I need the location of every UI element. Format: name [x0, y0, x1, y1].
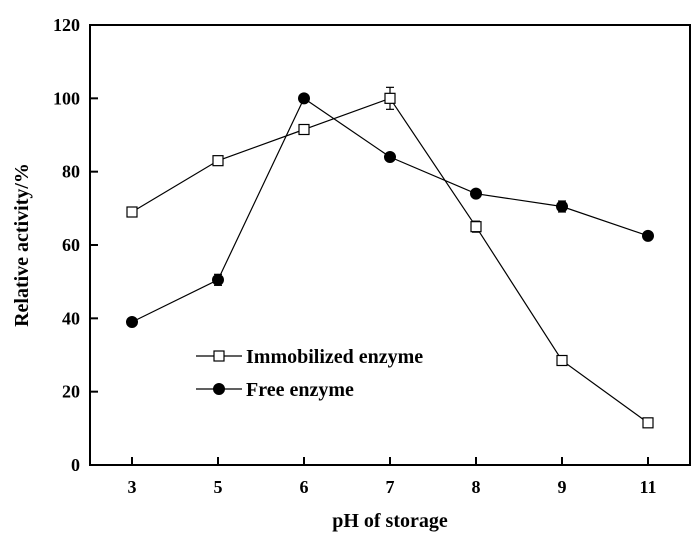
x-tick-label: 3: [128, 477, 137, 497]
data-point: [556, 354, 568, 367]
data-point: [212, 273, 224, 286]
y-tick-label: 100: [53, 88, 80, 108]
x-tick-label: 9: [558, 477, 567, 497]
y-tick-label: 0: [71, 455, 80, 475]
data-point: [470, 187, 482, 200]
series-line: [131, 97, 649, 323]
data-point: [384, 92, 396, 104]
legend-item: Immobilized enzyme: [196, 346, 423, 368]
series-line: [131, 97, 649, 424]
data-point: [642, 229, 654, 242]
data-point: [470, 221, 482, 233]
x-tick-label: 6: [300, 477, 309, 497]
data-point: [126, 206, 138, 218]
y-tick-label: 20: [62, 382, 80, 402]
data-point: [212, 155, 224, 167]
legend-marker: [213, 383, 225, 395]
y-tick-label: 120: [53, 15, 80, 35]
legend: Immobilized enzyme Free enzyme: [196, 346, 423, 401]
legend-item: Free enzyme: [196, 379, 354, 401]
x-axis: 3 5 6 7 8 9 11: [128, 457, 657, 497]
x-tick-label: 7: [386, 477, 395, 497]
y-tick-label: 80: [62, 162, 80, 182]
legend-label: Free enzyme: [246, 379, 354, 401]
x-tick-label: 8: [472, 477, 481, 497]
data-point: [384, 151, 396, 163]
data-point: [298, 92, 310, 105]
x-tick-label: 5: [214, 477, 223, 497]
y-axis-title: Relative activity/%: [11, 163, 33, 327]
y-tick-label: 40: [62, 308, 80, 328]
x-axis-title: pH of storage: [332, 510, 448, 532]
legend-marker: [213, 350, 225, 362]
data-point: [642, 417, 654, 429]
series-immobilized: [126, 86, 654, 429]
series-layer: [126, 86, 654, 429]
y-axis: 0 20 40 60 80 100 120: [53, 15, 98, 475]
data-point: [556, 200, 568, 213]
y-tick-label: 60: [62, 235, 80, 255]
data-point: [298, 123, 310, 136]
data-point: [126, 316, 138, 328]
legend-label: Immobilized enzyme: [246, 346, 423, 368]
series-free: [126, 92, 654, 328]
x-tick-label: 11: [639, 477, 656, 497]
